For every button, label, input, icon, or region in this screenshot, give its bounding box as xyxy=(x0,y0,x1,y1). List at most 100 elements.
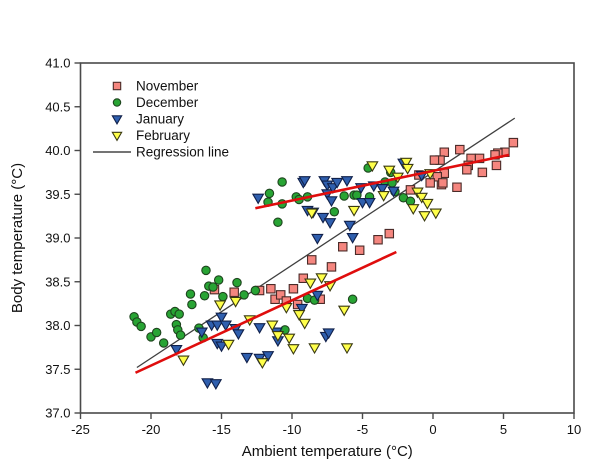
data-point-february xyxy=(383,165,396,177)
data-point-december xyxy=(201,265,211,276)
data-point-january xyxy=(195,327,209,339)
data-point-january xyxy=(240,352,254,364)
data-point-november xyxy=(491,160,502,171)
data-point-january xyxy=(311,290,324,302)
data-point-december xyxy=(185,289,196,299)
x-tick-label: -25 xyxy=(71,422,90,437)
data-point-february xyxy=(315,273,328,285)
legend-item-february: February xyxy=(111,128,190,143)
y-tick-label: 38.0 xyxy=(45,318,70,333)
data-point-january xyxy=(211,320,224,332)
data-point-november xyxy=(432,172,442,182)
data-point-december xyxy=(347,294,358,304)
data-point-february xyxy=(415,192,428,204)
data-point-november xyxy=(477,167,488,178)
data-point-february xyxy=(340,343,354,355)
data-point-february xyxy=(266,320,279,332)
data-point-february xyxy=(366,161,379,173)
data-point-february xyxy=(429,208,443,220)
legend-label: Regression line xyxy=(136,145,229,160)
february-marker-icon xyxy=(111,131,123,142)
data-point-february xyxy=(377,190,390,202)
data-point-november xyxy=(452,182,462,193)
data-point-january xyxy=(330,177,344,189)
data-point-december xyxy=(158,338,169,348)
data-point-january xyxy=(253,323,266,334)
data-point-november xyxy=(306,255,317,265)
data-point-january xyxy=(219,320,232,332)
data-point-february xyxy=(271,330,285,342)
data-point-january xyxy=(387,186,400,198)
data-point-february xyxy=(222,339,235,351)
legend-label: January xyxy=(136,112,184,127)
legend-item-november: November xyxy=(112,79,199,94)
x-tick-label: -10 xyxy=(283,422,302,437)
data-point-november xyxy=(275,290,286,300)
data-point-february xyxy=(401,163,414,175)
legend-label: November xyxy=(136,79,199,94)
data-point-february xyxy=(347,205,361,217)
data-point-november xyxy=(384,228,395,239)
data-point-january xyxy=(316,212,330,224)
data-point-february xyxy=(407,204,420,215)
data-point-december xyxy=(151,327,162,338)
data-point-january xyxy=(340,176,354,187)
january-marker-icon xyxy=(111,115,123,126)
data-point-january xyxy=(298,176,311,187)
y-tick-label: 38.5 xyxy=(45,274,70,289)
y-tick-label: 37.0 xyxy=(45,406,70,421)
data-point-february xyxy=(287,344,300,355)
data-point-january xyxy=(343,220,357,232)
data-point-january xyxy=(363,197,376,209)
data-point-february xyxy=(298,318,311,330)
y-axis-title: Body temperature (°C) xyxy=(9,163,26,313)
data-point-december xyxy=(175,330,186,340)
data-point-february xyxy=(418,211,431,222)
data-point-november xyxy=(462,165,472,175)
series-february xyxy=(177,157,443,369)
data-point-february xyxy=(292,309,306,321)
upper-cluster-fit xyxy=(255,153,510,210)
data-point-december xyxy=(208,282,218,292)
data-point-december xyxy=(339,191,349,201)
data-point-january xyxy=(375,183,389,195)
data-point-december xyxy=(352,190,362,200)
data-point-december xyxy=(239,290,249,300)
data-point-november xyxy=(266,283,276,294)
data-point-january xyxy=(261,351,275,362)
data-point-january xyxy=(215,341,228,353)
x-tick-label: -5 xyxy=(357,422,369,437)
x-axis-title: Ambient temperature (°C) xyxy=(242,443,413,460)
data-point-december xyxy=(277,177,287,187)
y-tick-label: 39.0 xyxy=(45,231,70,246)
data-point-february xyxy=(304,278,317,290)
data-point-december xyxy=(199,290,210,301)
series-december xyxy=(129,163,416,348)
data-point-january xyxy=(325,196,338,208)
data-point-december xyxy=(232,277,242,288)
y-tick-label: 40.5 xyxy=(45,99,70,114)
y-tick-label: 37.5 xyxy=(45,362,70,377)
y-tick-label: 40.0 xyxy=(45,143,70,158)
data-point-november xyxy=(429,155,440,165)
data-point-february xyxy=(177,355,190,367)
data-point-november xyxy=(439,147,450,158)
data-point-november xyxy=(354,245,365,256)
december-marker-icon xyxy=(112,98,122,107)
data-point-november xyxy=(326,262,337,272)
data-point-december xyxy=(329,207,340,217)
data-point-november xyxy=(438,178,448,188)
data-point-february xyxy=(213,300,227,312)
data-point-january xyxy=(215,312,228,324)
lower-cluster-fit xyxy=(134,250,397,374)
data-point-december xyxy=(273,217,283,228)
data-point-february xyxy=(229,296,242,308)
data-point-november xyxy=(455,144,465,155)
data-point-december xyxy=(213,275,224,285)
data-point-january xyxy=(170,344,183,356)
legend-label: February xyxy=(136,128,190,143)
data-point-december xyxy=(136,321,146,332)
